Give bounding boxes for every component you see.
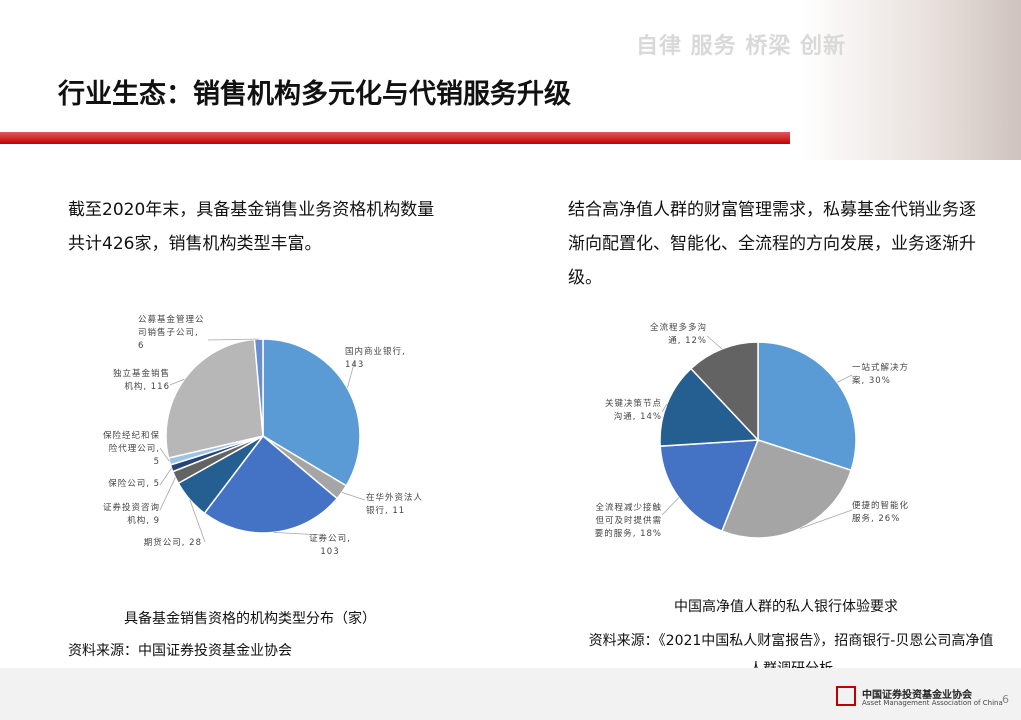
pie-slice	[165, 338, 264, 459]
slide-title: 行业生态：销售机构多元化与代销服务升级	[58, 79, 571, 110]
page-number: 6	[1002, 693, 1009, 706]
leader-line	[706, 335, 723, 350]
data-label: 关键决策节点沟通, 14%	[604, 399, 662, 422]
data-label: 国内商业银行, 143	[345, 347, 406, 370]
pie-slice	[689, 341, 759, 442]
data-label: 全流程多多沟通, 12%	[649, 323, 707, 346]
slogan: 自律 服务 桥梁 创新	[636, 34, 846, 59]
footer	[0, 668, 1021, 720]
right-text: 结合高净值人群的财富管理需求，私募基金代销业务逐渐向配置化、智能化、全流程的方向…	[568, 200, 976, 288]
leader-line	[837, 374, 853, 383]
data-label: 一站式解决方案, 30%	[852, 363, 910, 386]
org-name: 中国证券投资基金业协会	[862, 690, 972, 701]
data-label: 证券公司, 103	[309, 534, 351, 557]
leader-line	[159, 477, 176, 511]
data-label: 保险公司, 5	[108, 479, 160, 489]
leader-line	[661, 497, 680, 516]
leader-line	[189, 499, 206, 543]
chart-source: 资料来源：中国证券投资基金业协会	[68, 643, 292, 659]
leader-line	[159, 468, 172, 486]
chart-title: 具备基金销售资格的机构类型分布（家）	[124, 611, 376, 627]
left-text: 截至2020年末，具备基金销售业务资格机构数量共计426家，销售机构类型丰富。	[68, 200, 435, 254]
data-label: 便捷的智能化服务, 26%	[852, 501, 910, 524]
leader-line	[341, 491, 366, 501]
leader-line	[346, 359, 356, 389]
header-decoration	[800, 0, 1021, 160]
leader-line	[207, 338, 259, 341]
data-label: 在华外资法人银行, 11	[366, 493, 424, 516]
leader-line	[799, 509, 853, 530]
logo	[836, 686, 856, 706]
data-label: 证券投资咨询机构, 9	[102, 503, 160, 526]
data-label: 全流程减少接触但可及时提供需要的服务, 18%	[594, 503, 662, 539]
title-bar	[0, 132, 790, 144]
data-label: 保险经纪和保险代理公司, 5	[102, 431, 160, 467]
chart-title: 中国高净值人群的私人银行体验要求	[674, 599, 898, 615]
leader-line	[169, 378, 185, 386]
leader-line	[159, 447, 170, 462]
data-label: 独立基金销售机构, 116	[112, 369, 170, 392]
org-name-en: Asset Management Association of China	[862, 699, 1003, 707]
leader-line	[273, 532, 323, 536]
pie-slice	[262, 338, 361, 487]
pie-slice	[757, 341, 857, 472]
leader-line	[661, 403, 668, 413]
pie-slice	[659, 367, 760, 447]
data-label: 期货公司, 28	[143, 538, 202, 548]
data-label: 公募基金管理公司销售子公司, 6	[138, 315, 205, 351]
